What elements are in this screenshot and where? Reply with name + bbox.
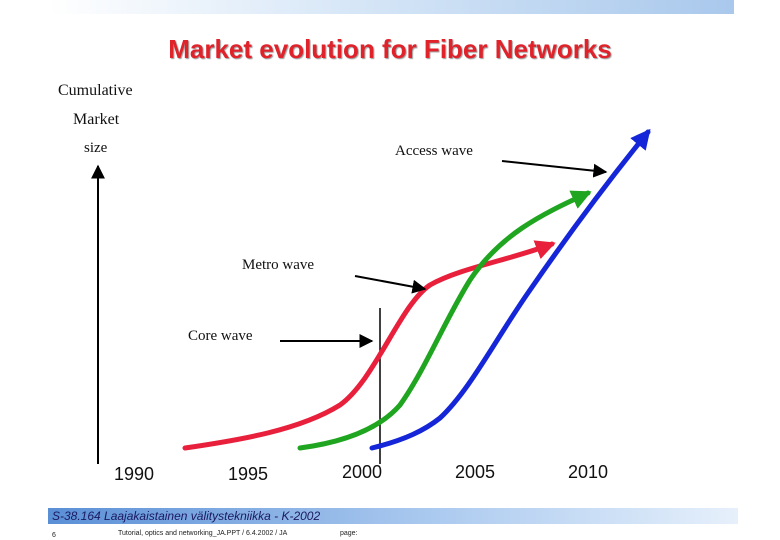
metro-wave-pointer bbox=[354, 275, 427, 294]
footer-page-number: 6 bbox=[52, 532, 56, 539]
year-label-2005: 2005 bbox=[455, 462, 496, 482]
footer-page-label: page: bbox=[340, 530, 358, 537]
footer-gradient-bar bbox=[48, 508, 738, 524]
year-label-2000: 2000 bbox=[342, 462, 383, 482]
y-axis-label-line-1: Cumulative bbox=[58, 82, 133, 99]
core-wave-curve bbox=[182, 240, 556, 451]
header-gradient-bar bbox=[48, 0, 734, 14]
access-wave-curve bbox=[369, 128, 651, 451]
metro-wave-label: Metro wave bbox=[242, 257, 315, 273]
access-wave-label: Access wave bbox=[395, 143, 473, 159]
year-label-1995: 1995 bbox=[228, 464, 269, 484]
year-label-2010: 2010 bbox=[568, 462, 609, 482]
footer-subtitle: Tutorial, optics and networking_JA.PPT /… bbox=[118, 530, 288, 537]
footer-course-title: S-38.164 Laajakaistainen välitystekniikk… bbox=[52, 509, 321, 523]
y-axis-label-line-3: size bbox=[84, 140, 108, 156]
metro-wave-curve bbox=[297, 190, 592, 451]
slide-title: Market evolution for Fiber Networks bbox=[168, 34, 612, 64]
year-label-1990: 1990 bbox=[114, 464, 155, 484]
core-wave-label: Core wave bbox=[188, 328, 253, 344]
access-wave-pointer bbox=[501, 160, 608, 178]
y-axis-label-line-2: Market bbox=[73, 111, 120, 128]
